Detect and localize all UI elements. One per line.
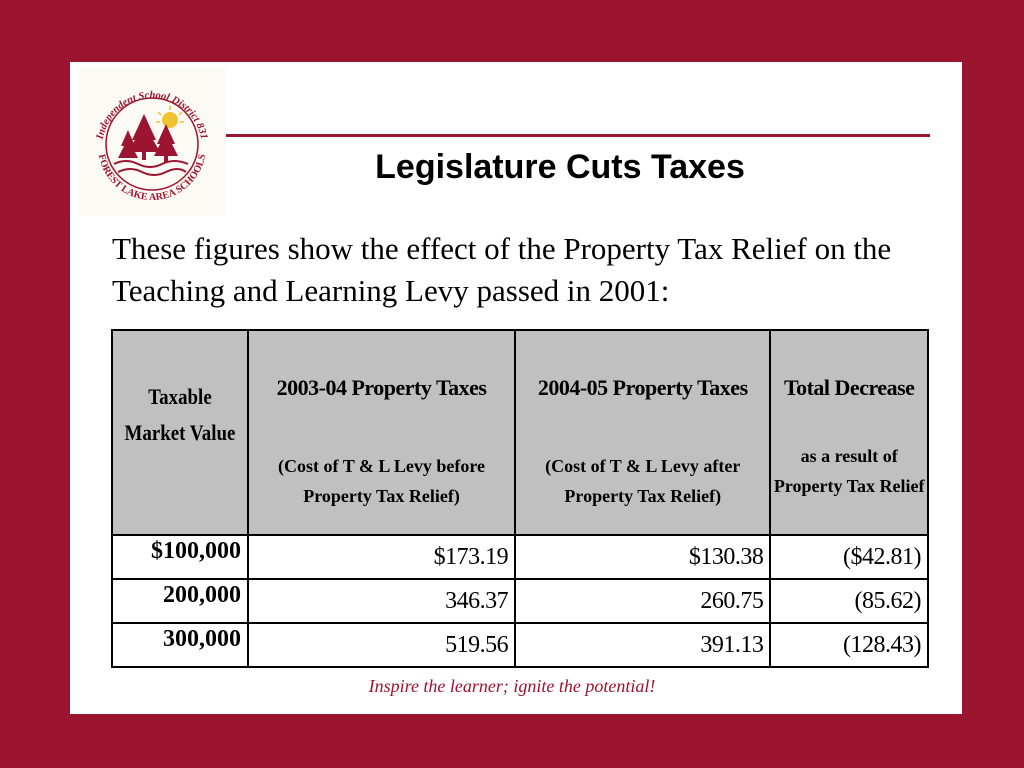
row-before: $173.19 <box>246 534 517 580</box>
tax-table: Taxable Market Value 2003-04 Property Ta… <box>111 329 929 668</box>
row-value: 300,000 <box>111 622 249 668</box>
table-row: 300,000 519.56 391.13 (128.43) <box>111 622 929 668</box>
row-after: 391.13 <box>514 622 772 668</box>
slide-title: Legislature Cuts Taxes <box>375 148 745 186</box>
row-decrease: ($42.81) <box>769 534 929 580</box>
header-taxable-market-value: Taxable Market Value <box>111 329 249 536</box>
intro-text: These figures show the effect of the Pro… <box>112 231 892 308</box>
district-logo: Independent School District 831 FOREST L… <box>78 68 226 216</box>
header-total-decrease: Total Decrease as a result of Property T… <box>769 329 929 536</box>
row-after: 260.75 <box>514 578 772 624</box>
svg-text:FOREST LAKE AREA SCHOOLS: FOREST LAKE AREA SCHOOLS <box>96 153 209 203</box>
header-col4-sub: as a result of Property Tax Relief <box>773 446 925 496</box>
row-before: 346.37 <box>246 578 517 624</box>
header-col4-main: Total Decrease <box>783 375 915 400</box>
slogan: Inspire the learner; ignite the potentia… <box>368 676 656 696</box>
table-header-row: Taxable Market Value 2003-04 Property Ta… <box>111 329 929 536</box>
row-value: 200,000 <box>111 578 249 624</box>
row-after: $130.38 <box>514 534 772 580</box>
logo-bottom-text: FOREST LAKE AREA SCHOOLS <box>96 153 209 203</box>
header-2004-05: 2004-05 Property Taxes (Cost of T & L Le… <box>514 329 772 536</box>
header-col1-label: Taxable Market Value <box>124 384 236 445</box>
header-col3-main: 2004-05 Property Taxes <box>537 375 748 400</box>
row-before: 519.56 <box>246 622 517 668</box>
district-seal-icon: Independent School District 831 FOREST L… <box>95 90 210 203</box>
table-row: 200,000 346.37 260.75 (85.62) <box>111 578 929 624</box>
header-2003-04: 2003-04 Property Taxes (Cost of T & L Le… <box>246 329 517 536</box>
header-col2-main: 2003-04 Property Taxes <box>276 375 487 400</box>
row-value: $100,000 <box>111 534 249 580</box>
table-row: $100,000 $173.19 $130.38 ($42.81) <box>111 534 929 580</box>
header-col3-sub: (Cost of T & L Levy after Property Tax R… <box>545 456 741 506</box>
row-decrease: (128.43) <box>769 622 929 668</box>
row-decrease: (85.62) <box>769 578 929 624</box>
title-rule <box>226 134 930 137</box>
header-col2-sub: (Cost of T & L Levy before Property Tax … <box>278 456 486 506</box>
